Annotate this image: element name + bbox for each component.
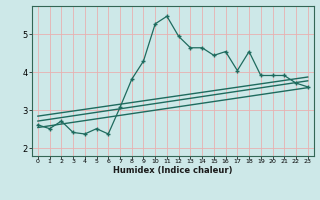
X-axis label: Humidex (Indice chaleur): Humidex (Indice chaleur) [113,166,233,175]
